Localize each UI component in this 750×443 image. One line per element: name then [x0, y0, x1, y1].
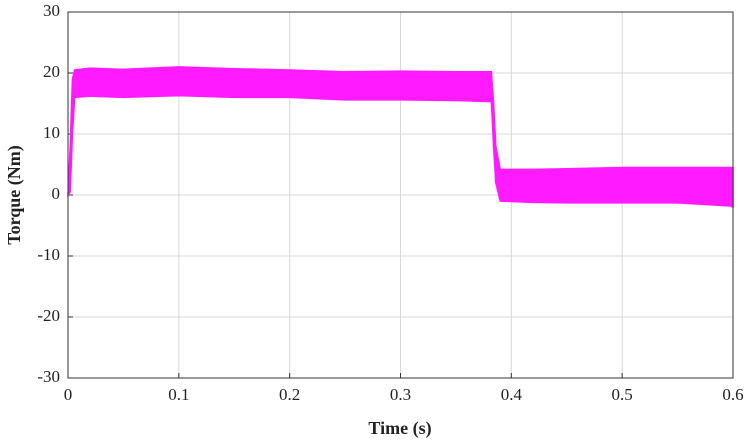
plot-frame: [67, 11, 734, 379]
y-tick-label: -30: [37, 367, 60, 386]
x-tick-label: 0.5: [612, 385, 633, 404]
x-tick-label: 0.3: [390, 385, 411, 404]
x-axis-label: Time (s): [368, 418, 431, 439]
y-tick-label: 30: [43, 1, 60, 20]
y-tick-label: 20: [43, 62, 60, 81]
y-tick-label: -10: [37, 245, 60, 264]
y-axis-label: Torque (Nm): [4, 145, 25, 245]
x-tick-label: 0.2: [279, 385, 300, 404]
x-tick-label: 0.4: [501, 385, 523, 404]
y-tick-label: 0: [52, 184, 61, 203]
y-tick-label: 10: [43, 123, 60, 142]
y-tick-label: -20: [37, 306, 60, 325]
x-tick-label: 0.6: [722, 385, 743, 404]
x-tick-label: 0: [64, 385, 73, 404]
x-tick-label: 0.1: [168, 385, 189, 404]
